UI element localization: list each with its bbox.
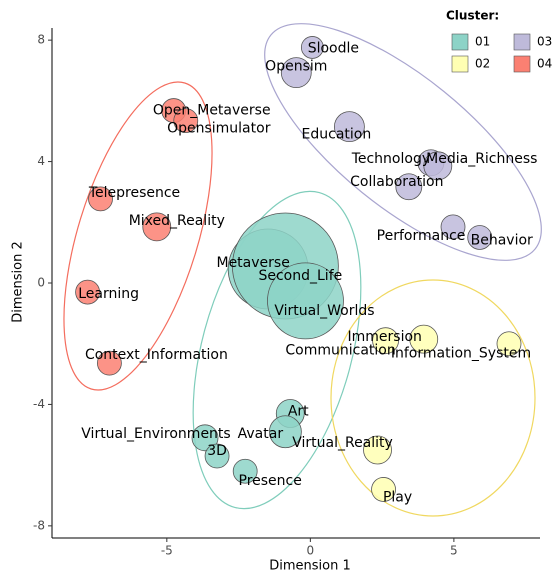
bubble (409, 324, 439, 354)
bubble (395, 173, 423, 201)
x-tick-label: -5 (161, 544, 173, 558)
points (75, 36, 522, 502)
point-label: Second_Life (258, 268, 342, 284)
point-label: Avatar (238, 426, 284, 442)
bubble (267, 262, 344, 340)
bubble (372, 327, 399, 355)
point-label: Open_Metaverse (153, 103, 271, 119)
legend-title: Cluster: (446, 9, 499, 23)
point-label: Virtual_Reality (292, 435, 393, 451)
bubble (232, 458, 258, 484)
bubble (75, 279, 100, 305)
y-axis-label: Dimension 2 (11, 241, 26, 323)
bubble (363, 435, 392, 465)
point-label: Behavior (471, 232, 533, 248)
legend-label: 04 (537, 57, 552, 71)
bubble (371, 477, 396, 502)
point-label: Education (302, 127, 372, 143)
ellipse-02 (330, 279, 536, 517)
point-label: Metaverse (216, 255, 289, 271)
bubble (191, 424, 219, 452)
point-label: Information_System (391, 346, 531, 362)
bubble (88, 186, 113, 212)
point-label: 3D (207, 443, 227, 459)
ellipse-03 (264, 23, 542, 261)
point-label: Presence (239, 473, 302, 489)
point-label: Art (288, 404, 309, 420)
legend-label: 02 (475, 57, 490, 71)
point-label: Collaboration (350, 174, 443, 190)
x-axis-label: Dimension 1 (269, 559, 351, 574)
point-label: Media_Richness (426, 151, 537, 167)
legend-swatch (451, 33, 469, 51)
bubble (440, 214, 466, 240)
legend-swatch (513, 55, 531, 73)
legend-swatch (513, 33, 531, 51)
point-label: Opensim (265, 59, 327, 75)
bubble (280, 57, 312, 89)
bubble (496, 331, 522, 357)
y-tick-label: 8 (37, 33, 45, 47)
cluster-ellipses (63, 23, 542, 517)
point-label: Context_Information (85, 347, 228, 363)
point-label: Communication (285, 343, 395, 359)
point-label: Opensimulator (167, 121, 271, 137)
y-tick-label: -4 (33, 397, 45, 411)
x-tick-label: 5 (450, 544, 458, 558)
ellipse-04 (63, 81, 213, 391)
bubble (142, 212, 172, 242)
point-label: Virtual_Worlds (274, 303, 374, 319)
bubble (333, 111, 365, 143)
point-label: Immersion (348, 329, 422, 345)
legend-swatch (451, 55, 469, 73)
bubble (300, 36, 324, 59)
bubble (467, 225, 493, 250)
point-label: Learning (78, 286, 139, 302)
point-label: Virtual_Environments (81, 426, 230, 442)
point-label: Performance (377, 228, 466, 244)
bubble (268, 415, 302, 449)
legend-label: 03 (537, 35, 552, 49)
legend-label: 01 (475, 35, 490, 49)
point-label: Telepresence (88, 185, 180, 201)
bubble (97, 350, 122, 376)
point-label: Sloodle (308, 40, 359, 56)
bubble (204, 443, 230, 469)
bubble (423, 151, 453, 181)
point-label: Mixed_Reality (129, 213, 225, 229)
y-tick-label: -8 (33, 518, 45, 532)
point-label: Play (383, 489, 412, 505)
ellipse-01 (192, 190, 362, 510)
x-tick-label: 0 (307, 544, 315, 558)
bubble (173, 108, 199, 133)
y-tick-label: 0 (37, 276, 45, 290)
point-label: Technology (351, 151, 430, 167)
y-tick-label: 4 (37, 154, 45, 168)
